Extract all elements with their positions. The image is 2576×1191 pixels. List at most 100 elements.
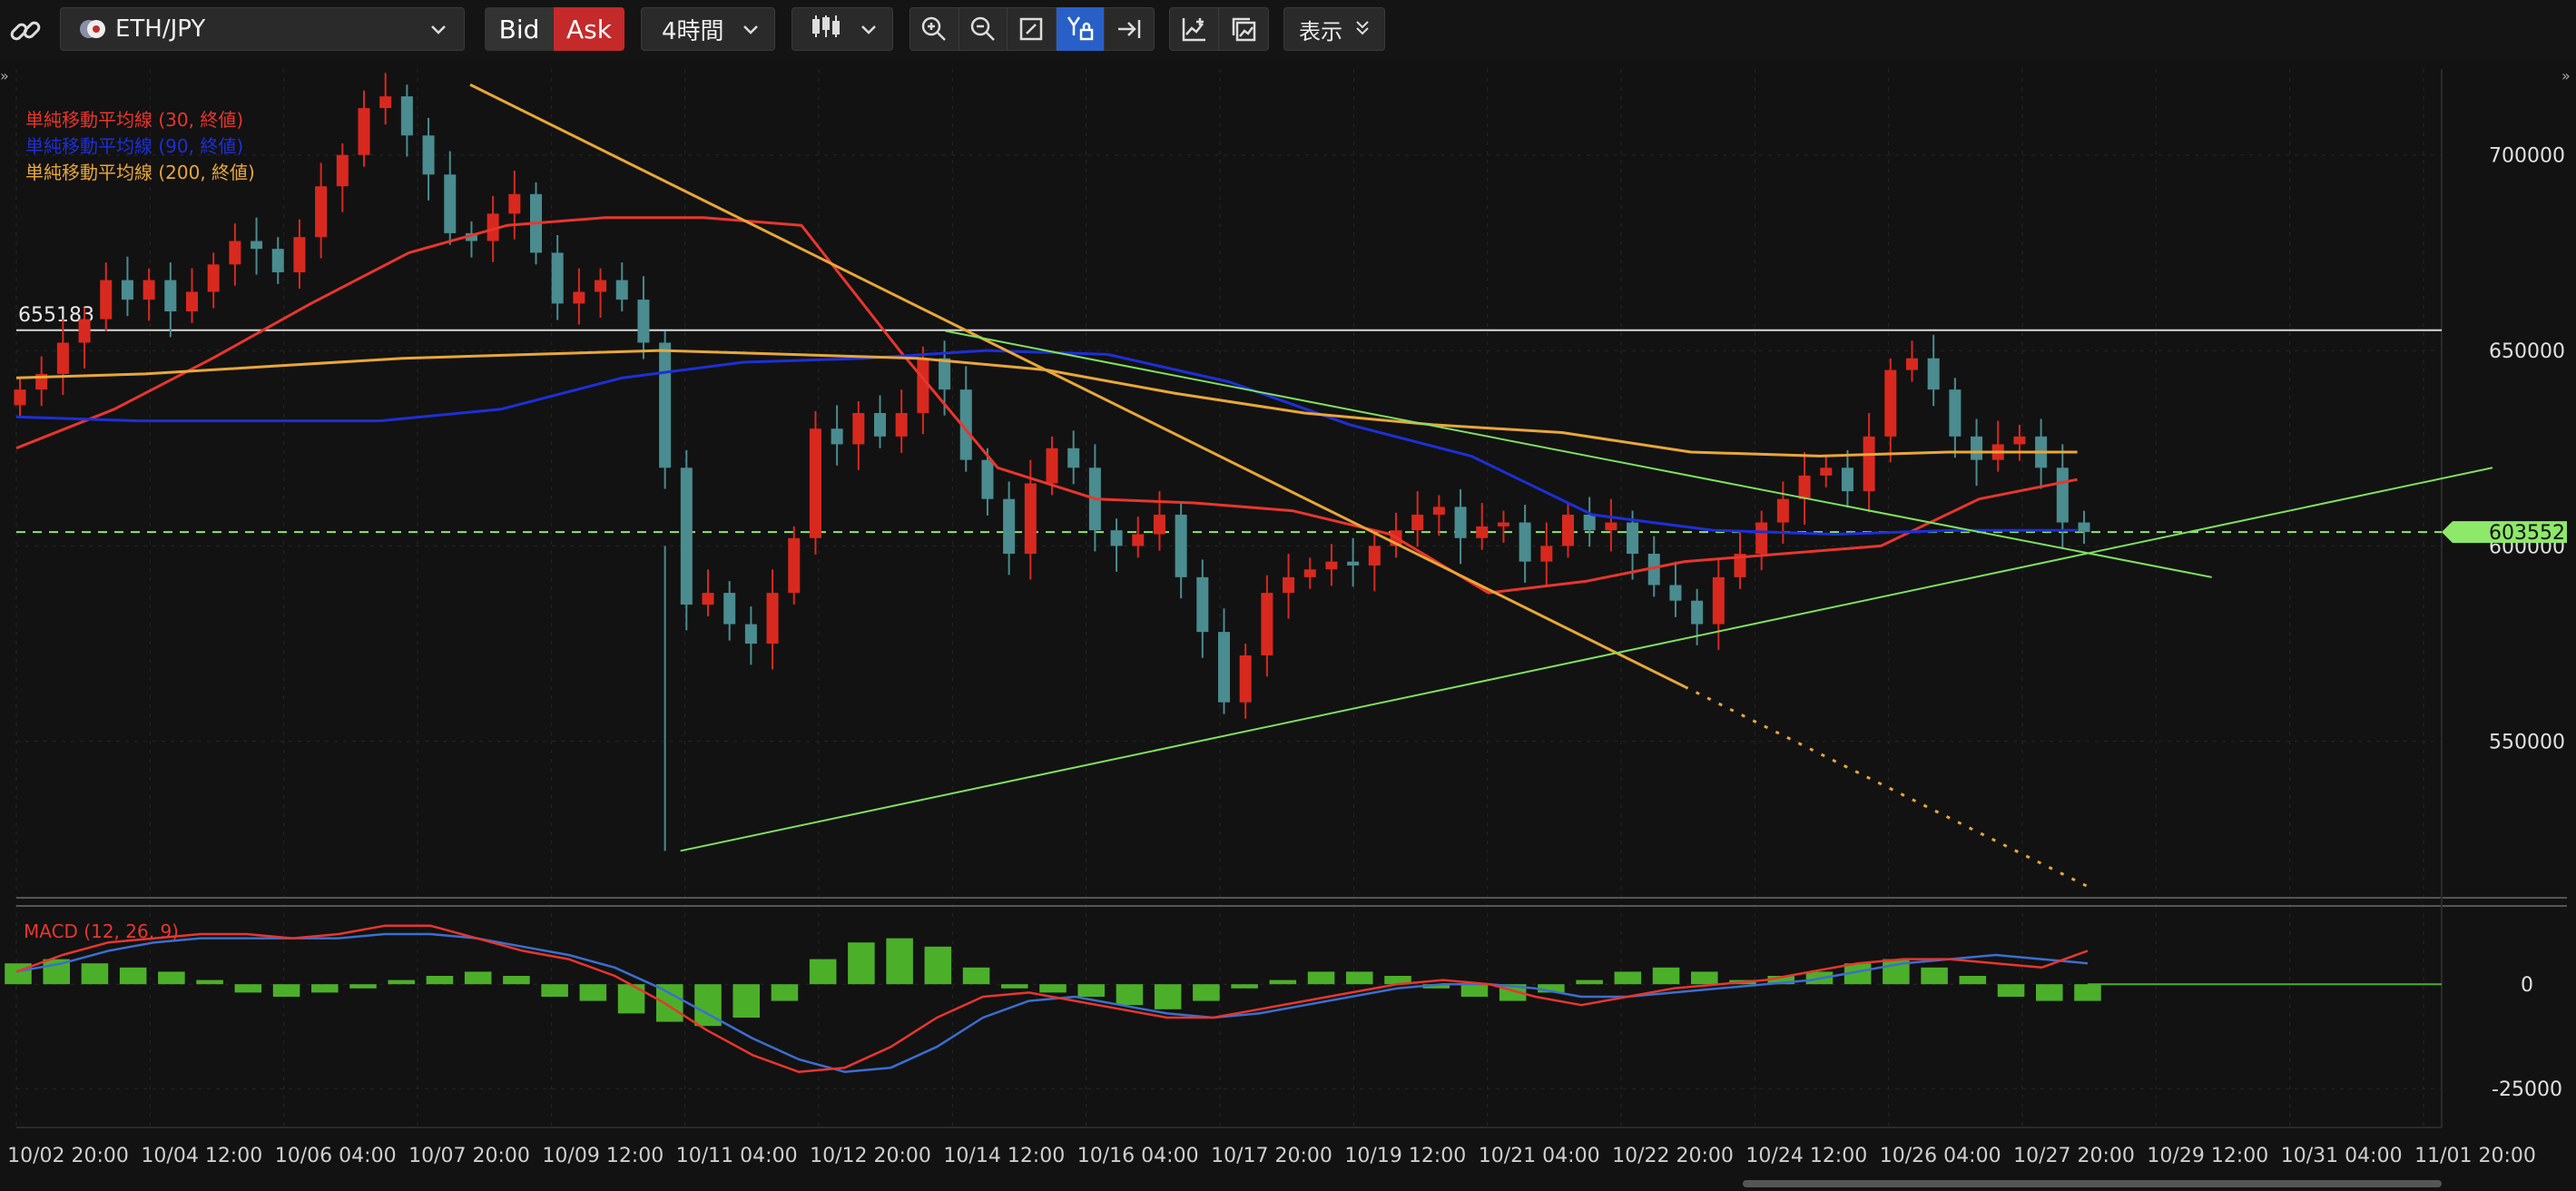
x-tick-label: 10/02 20:00 <box>7 1145 129 1167</box>
candle <box>1561 514 1575 546</box>
compare-icon[interactable] <box>1219 7 1268 51</box>
x-tick-label: 10/21 04:00 <box>1479 1145 1600 1167</box>
candle <box>1024 483 1037 555</box>
grid <box>15 69 2442 1127</box>
x-tick-label: 10/06 04:00 <box>275 1145 397 1167</box>
macd-label[interactable]: MACD (12, 26, 9) <box>24 920 179 942</box>
candle <box>1067 448 1080 468</box>
candle <box>1261 593 1273 655</box>
candle <box>1540 546 1553 562</box>
candle <box>121 280 133 300</box>
candle <box>1798 475 1811 499</box>
chart-svg[interactable]: 655183 7000006500006000005500000-2500060… <box>0 60 2576 1187</box>
add-indicator-icon[interactable] <box>1170 7 1219 51</box>
candle <box>1927 358 1940 390</box>
histogram-bar <box>234 984 262 993</box>
symbol-select[interactable]: ETH/JPY <box>60 7 465 51</box>
candle <box>809 428 821 538</box>
y-axis-lock-icon[interactable] <box>1056 7 1106 51</box>
histogram-bar <box>1077 984 1105 997</box>
jump-to-latest-icon[interactable] <box>1105 7 1154 51</box>
candle <box>831 428 843 445</box>
chart-tools-group <box>909 7 1155 51</box>
legend-sma90[interactable]: 単純移動平均線 (90, 終値) <box>25 135 244 157</box>
indicator-tools-group <box>1169 7 1269 51</box>
ask-button[interactable]: Ask <box>554 7 624 51</box>
view-menu[interactable]: 表示 <box>1283 7 1385 51</box>
histogram-bar <box>962 967 990 985</box>
moving-averages <box>15 216 2078 595</box>
link-icon[interactable] <box>7 13 44 49</box>
chart-area[interactable]: 655183 700000 650000 600000 550000 0 -25000 60… <box>0 60 2576 1187</box>
candle <box>1454 507 1467 538</box>
candles <box>14 73 2090 851</box>
candle <box>293 237 306 272</box>
candle <box>271 249 284 272</box>
legend-sma200[interactable]: 単純移動平均線 (200, 終値) <box>25 162 255 183</box>
current-price-label: 603552 <box>2489 522 2565 545</box>
candle <box>1175 514 1187 577</box>
histogram-bar <box>1269 979 1297 985</box>
x-tick-label: 10/19 12:00 <box>1344 1145 1466 1167</box>
chevron-down-icon <box>742 15 760 43</box>
candle <box>379 96 392 109</box>
histogram-bar <box>886 938 913 985</box>
histogram-bar <box>388 979 415 985</box>
candle <box>1132 534 1145 546</box>
candle <box>358 108 370 155</box>
collapse-right-icon[interactable]: » <box>2561 67 2571 84</box>
histogram-bar <box>1154 984 1182 1009</box>
histogram-bar <box>1001 984 1028 989</box>
candle <box>1283 576 1295 594</box>
candle <box>1776 498 1789 523</box>
fit-icon[interactable] <box>1008 7 1057 51</box>
collapse-left-icon[interactable]: » <box>0 67 9 84</box>
candle <box>2078 522 2090 533</box>
trendline-green-support <box>680 467 2493 852</box>
zoom-out-icon[interactable] <box>959 7 1008 51</box>
chart-type-select[interactable] <box>791 7 893 51</box>
candle <box>1841 468 1853 492</box>
histogram-bar <box>1231 984 1258 989</box>
timeframe-select[interactable]: 4時間 <box>641 7 775 51</box>
candle <box>444 174 457 233</box>
candle <box>1046 448 1058 484</box>
histogram-bar <box>196 979 223 985</box>
histogram-bar <box>732 984 760 1018</box>
candle <box>56 342 69 374</box>
trendlines[interactable] <box>469 83 2493 889</box>
histogram-bar <box>464 971 492 985</box>
histogram-bar <box>1538 984 1565 993</box>
candle <box>1884 369 1897 437</box>
histogram-bar <box>848 942 875 985</box>
histogram-bar <box>1767 976 1794 985</box>
sma-line-30 <box>15 216 2078 595</box>
histogram-bar <box>311 984 339 993</box>
legend-sma30[interactable]: 単純移動平均線 (30, 終値) <box>25 109 244 131</box>
double-chevron-down-icon <box>1355 15 1370 43</box>
candle <box>207 264 220 292</box>
legend: 単純移動平均線 (30, 終値) 単純移動平均線 (90, 終値) 単純移動平均… <box>25 107 255 186</box>
candle <box>1949 389 1961 437</box>
candle <box>1734 554 1746 577</box>
candle <box>1411 514 1424 531</box>
zoom-in-icon[interactable] <box>910 7 959 51</box>
candle <box>1691 600 1704 625</box>
candle <box>14 389 26 406</box>
candle <box>1755 522 1768 555</box>
x-tick-label: 10/29 12:00 <box>2147 1145 2268 1167</box>
candle <box>1303 569 1316 577</box>
candle <box>1669 585 1682 601</box>
candle <box>1432 507 1445 515</box>
x-tick-label: 10/04 12:00 <box>141 1145 262 1167</box>
x-tick-label: 10/26 04:00 <box>1880 1145 2001 1167</box>
x-axis[interactable]: 10/02 20:00 10/04 12:00 10/06 04:00 10/07 2… <box>7 1145 2536 1167</box>
bid-button[interactable]: Bid <box>485 7 554 51</box>
horizontal-scrollbar[interactable] <box>1743 1180 2442 1187</box>
current-price-tag <box>2442 521 2567 544</box>
macd-y-tick-label: -25000 <box>2492 1078 2562 1101</box>
histogram-bar <box>1346 971 1373 985</box>
candle <box>917 358 929 413</box>
candle <box>595 280 607 292</box>
